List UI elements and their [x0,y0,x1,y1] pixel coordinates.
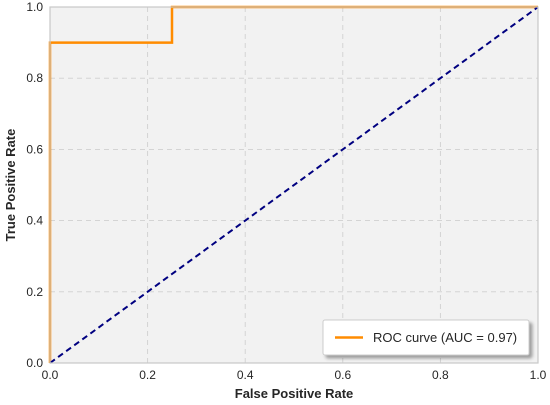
tick-labels: 0.0 0.2 0.4 0.6 0.8 1.0 0.0 0.2 0.4 0.6 0.8 1.0 [26,0,546,382]
y-tick-label-5: 1.0 [26,0,43,14]
x-tick-label-5: 1.0 [530,368,547,382]
y-tick-label-0: 0.0 [26,356,43,370]
x-tick-label-3: 0.6 [334,368,351,382]
y-tick-label-1: 0.2 [26,285,43,299]
legend-label-roc: ROC curve (AUC = 0.97) [373,330,517,345]
y-tick-label-4: 0.8 [26,71,43,85]
x-tick-label-0: 0.0 [42,368,59,382]
y-axis-title: True Positive Rate [3,129,18,242]
x-tick-label-4: 0.8 [432,368,449,382]
y-tick-label-3: 0.6 [26,142,43,156]
chance-diagonal-line [49,6,539,364]
x-tick-label-2: 0.4 [237,368,254,382]
y-tick-label-2: 0.4 [26,214,43,228]
plot-frame [49,6,539,364]
x-axis-title: False Positive Rate [235,386,354,401]
legend: ROC curve (AUC = 0.97) [322,319,530,356]
legend-box [322,319,530,356]
x-tick-label-1: 0.2 [139,368,156,382]
